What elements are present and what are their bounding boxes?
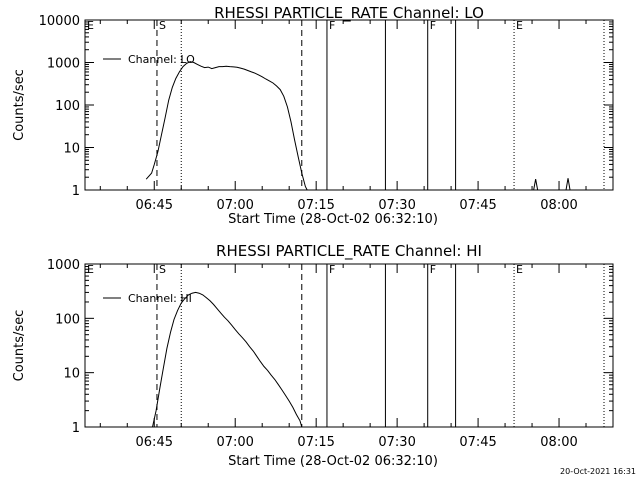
x-tick-label: 07:45 [459,198,496,213]
event-marker-label: F [430,19,436,32]
event-marker-label: E [87,263,94,276]
y-tick-label: 1000 [47,57,80,72]
lo-channel-panel: RHESSI PARTICLE_RATE Channel: LO 1 10 100 10… [12,4,614,227]
x-tick-label: 07:30 [378,435,415,450]
event-marker-label: F [329,19,335,32]
x-tick-label: 08:00 [540,198,577,213]
event-marker-label: E [87,19,94,32]
x-tick-label: 06:45 [136,198,173,213]
x-tick-label: 06:45 [136,435,173,450]
legend-entry: Channel: HI [128,292,192,305]
series-spike [565,178,571,191]
footer-timestamp: 20-Oct-2021 16:31 [560,467,636,476]
y-tick-label: 10 [63,142,80,157]
x-tick-label: 07:45 [459,435,496,450]
y-axis-label: Counts/sec [12,69,27,141]
x-axis-label: Start Time (28-Oct-02 06:32:10) [228,454,438,469]
series-line [145,61,308,191]
y-axis-label: Counts/sec [12,310,27,382]
y-tick-label: 100 [55,99,80,114]
y-tick-label: 1 [72,421,80,436]
x-tick-label: 07:30 [378,198,415,213]
x-tick-label: 07:15 [297,435,334,450]
hi-channel-panel: RHESSI PARTICLE_RATE Channel: HI 1 10 100 10… [12,242,614,469]
event-marker-label: S [159,263,166,276]
chart-title: RHESSI PARTICLE_RATE Channel: HI [216,242,482,261]
x-tick-label: 07:00 [216,198,253,213]
y-tick-label: 10000 [39,14,80,29]
chart-title: RHESSI PARTICLE_RATE Channel: LO [214,4,484,23]
event-marker-label: E [516,263,523,276]
legend-entry: Channel: LO [128,53,195,66]
y-tick-label: 1000 [47,258,80,273]
x-tick-label: 07:15 [297,198,334,213]
series-spike [533,179,539,191]
y-tick-label: 100 [55,312,80,327]
event-marker-label: F [430,263,436,276]
event-marker-label: E [516,19,523,32]
x-tick-label: 08:00 [540,435,577,450]
x-tick-label: 07:00 [216,435,253,450]
y-tick-label: 10 [63,367,80,382]
x-axis-label: Start Time (28-Oct-02 06:32:10) [228,212,438,227]
series-line [152,291,303,428]
plot-frame [84,263,614,428]
event-marker-label: S [159,19,166,32]
y-tick-label: 1 [72,184,80,199]
event-marker-label: F [329,263,335,276]
